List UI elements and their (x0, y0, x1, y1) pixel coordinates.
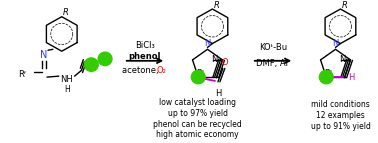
Text: Rᶠ: Rᶠ (324, 69, 333, 78)
Text: R: R (63, 8, 69, 17)
Text: N: N (204, 39, 211, 48)
Text: acetone,: acetone, (122, 66, 162, 75)
Circle shape (191, 70, 205, 84)
Text: H: H (64, 85, 70, 94)
Text: phenol can be recycled: phenol can be recycled (153, 120, 242, 129)
Text: low catalyst loading: low catalyst loading (159, 99, 236, 108)
Text: O: O (222, 58, 228, 67)
Text: Rᶠ: Rᶠ (197, 69, 205, 78)
Text: R: R (214, 1, 219, 10)
Circle shape (319, 70, 333, 84)
Text: KOᵗ-Bu: KOᵗ-Bu (259, 43, 287, 52)
Text: NH: NH (60, 76, 73, 85)
Text: N: N (40, 50, 48, 60)
Text: mild conditions: mild conditions (311, 100, 370, 109)
Text: 12 examples: 12 examples (316, 111, 365, 120)
Text: BiCl₃: BiCl₃ (135, 41, 155, 50)
Text: high atomic economy: high atomic economy (156, 130, 239, 139)
Text: O₂: O₂ (157, 66, 167, 75)
Circle shape (84, 58, 98, 71)
Text: up to 91% yield: up to 91% yield (310, 122, 370, 131)
Text: R: R (341, 1, 347, 10)
Text: DMF, Ar: DMF, Ar (256, 59, 290, 68)
Text: H: H (215, 89, 221, 98)
Text: H: H (348, 73, 354, 82)
Circle shape (98, 52, 112, 66)
Text: Rᶠ: Rᶠ (18, 70, 26, 79)
Text: phenol: phenol (129, 51, 161, 60)
Text: N: N (339, 55, 345, 64)
Text: N: N (332, 39, 339, 48)
Text: up to 97% yield: up to 97% yield (168, 109, 228, 118)
Text: N: N (211, 55, 218, 64)
